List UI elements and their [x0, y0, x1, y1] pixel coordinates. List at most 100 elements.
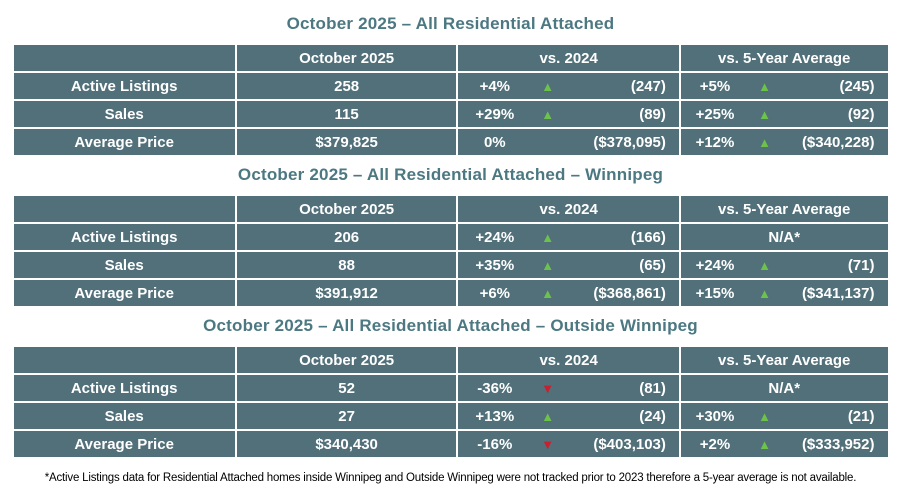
- reference-value: (24): [639, 407, 666, 425]
- stats-table-winnipeg: October 2025 vs. 2024 vs. 5-Year Average…: [12, 194, 890, 308]
- trend-arrow-icon: ▲: [541, 257, 555, 273]
- table-row-sales: Sales 88 +35% ▲ (65) +24% ▲ (71): [13, 252, 888, 278]
- table-title: October 2025 – All Residential Attached …: [203, 316, 698, 335]
- reference-value: (21): [847, 407, 875, 425]
- row-label: Sales: [13, 252, 235, 278]
- pct-change: +4%: [479, 77, 511, 95]
- stats-table-outside-winnipeg: October 2025 vs. 2024 vs. 5-Year Average…: [12, 345, 890, 459]
- vs-2024-cell: -36% ▼ (81): [458, 375, 679, 401]
- row-label: Sales: [13, 403, 235, 429]
- row-label: Sales: [13, 101, 235, 127]
- trend-arrow-icon: ▲: [758, 106, 771, 122]
- pct-change: +30%: [695, 407, 735, 425]
- table-row-active-listings: Active Listings 52 -36% ▼ (81) N/A*: [13, 375, 888, 401]
- reference-value: ($341,137): [801, 284, 875, 302]
- pct-change: 0%: [483, 133, 506, 151]
- current-value: 258: [236, 73, 457, 99]
- vs-5yr-cell: +30% ▲ (21): [680, 403, 888, 429]
- reference-value: (89): [639, 105, 666, 123]
- vs-5yr-cell: +15% ▲ ($341,137): [680, 280, 888, 306]
- row-label: Active Listings: [13, 224, 235, 250]
- current-value: 27: [236, 403, 457, 429]
- pct-change: -16%: [477, 435, 513, 453]
- current-value: $379,825: [236, 129, 457, 155]
- trend-arrow-icon: ▲: [541, 106, 555, 122]
- pct-change: +2%: [699, 435, 731, 453]
- current-value: 206: [236, 224, 457, 250]
- trend-arrow-icon: ▲: [541, 285, 555, 301]
- pct-change: +15%: [695, 284, 735, 302]
- trend-arrow-icon: ▲: [758, 408, 771, 424]
- trend-arrow-icon: ▲: [758, 78, 771, 94]
- vs-5yr-cell: +2% ▲ ($333,952): [680, 431, 888, 457]
- row-label: Active Listings: [13, 375, 235, 401]
- current-value: 52: [236, 375, 457, 401]
- header-october-2025: October 2025: [236, 45, 457, 71]
- table-row-average-price: Average Price $379,825 0% ($378,095) +12…: [13, 129, 888, 155]
- table-title: October 2025 – All Residential Attached …: [237, 165, 664, 184]
- header-vs-2024: vs. 2024: [458, 347, 679, 373]
- reference-value: (65): [639, 256, 666, 274]
- reference-value: (245): [839, 77, 875, 95]
- pct-change: +25%: [695, 105, 735, 123]
- trend-arrow-icon: ▲: [541, 78, 555, 94]
- header-vs-2024: vs. 2024: [458, 45, 679, 71]
- vs-2024-cell: +29% ▲ (89): [458, 101, 679, 127]
- table-row-sales: Sales 115 +29% ▲ (89) +25% ▲ (92): [13, 101, 888, 127]
- reference-value: (71): [847, 256, 875, 274]
- header-row: October 2025 vs. 2024 vs. 5-Year Average: [13, 45, 888, 71]
- trend-arrow-icon: ▼: [541, 436, 555, 452]
- row-label: Average Price: [13, 280, 235, 306]
- row-label: Average Price: [13, 129, 235, 155]
- stats-table-all: October 2025 vs. 2024 vs. 5-Year Average…: [12, 43, 890, 157]
- trend-arrow-icon: ▲: [541, 229, 555, 245]
- header-october-2025: October 2025: [236, 347, 457, 373]
- header-row: October 2025 vs. 2024 vs. 5-Year Average: [13, 347, 888, 373]
- table-row-sales: Sales 27 +13% ▲ (24) +30% ▲ (21): [13, 403, 888, 429]
- pct-change: +12%: [695, 133, 735, 151]
- header-vs-5-year-average: vs. 5-Year Average: [680, 347, 888, 373]
- market-report-page: October 2025 – All Residential Attached …: [0, 14, 901, 484]
- section-winnipeg: October 2025 – All Residential Attached …: [0, 165, 901, 308]
- vs-5yr-na-cell: N/A*: [680, 224, 888, 250]
- header-blank: [13, 347, 235, 373]
- reference-value: ($378,095): [593, 133, 666, 151]
- section-all-residential-attached: October 2025 – All Residential Attached …: [0, 14, 901, 157]
- header-vs-2024: vs. 2024: [458, 196, 679, 222]
- pct-change: +29%: [475, 105, 515, 123]
- reference-value: (81): [639, 379, 666, 397]
- trend-arrow-icon: ▲: [758, 285, 771, 301]
- reference-value: ($340,228): [801, 133, 875, 151]
- vs-5yr-cell: +25% ▲ (92): [680, 101, 888, 127]
- pct-change: +24%: [695, 256, 735, 274]
- header-blank: [13, 196, 235, 222]
- current-value: 115: [236, 101, 457, 127]
- row-label: Average Price: [13, 431, 235, 457]
- reference-value: (247): [630, 77, 666, 95]
- pct-change: +35%: [475, 256, 515, 274]
- vs-2024-cell: +6% ▲ ($368,861): [458, 280, 679, 306]
- header-vs-5-year-average: vs. 5-Year Average: [680, 45, 888, 71]
- reference-value: ($368,861): [593, 284, 666, 302]
- vs-5yr-cell: +5% ▲ (245): [680, 73, 888, 99]
- vs-2024-cell: +24% ▲ (166): [458, 224, 679, 250]
- row-label: Active Listings: [13, 73, 235, 99]
- trend-arrow-icon: ▲: [541, 408, 555, 424]
- table-row-active-listings: Active Listings 206 +24% ▲ (166) N/A*: [13, 224, 888, 250]
- trend-arrow-icon: ▲: [758, 436, 771, 452]
- vs-5yr-cell: +12% ▲ ($340,228): [680, 129, 888, 155]
- pct-change: +24%: [475, 228, 515, 246]
- pct-change: +6%: [479, 284, 511, 302]
- reference-value: (166): [630, 228, 666, 246]
- current-value: $340,430: [236, 431, 457, 457]
- vs-2024-cell: -16% ▼ ($403,103): [458, 431, 679, 457]
- trend-arrow-icon: ▲: [758, 257, 771, 273]
- reference-value: ($403,103): [593, 435, 666, 453]
- reference-value: ($333,952): [801, 435, 875, 453]
- table-row-active-listings: Active Listings 258 +4% ▲ (247) +5% ▲ (2…: [13, 73, 888, 99]
- table-title: October 2025 – All Residential Attached: [286, 14, 615, 33]
- table-row-average-price: Average Price $391,912 +6% ▲ ($368,861) …: [13, 280, 888, 306]
- footnote-text: *Active Listings data for Residential At…: [44, 472, 857, 484]
- header-october-2025: October 2025: [236, 196, 457, 222]
- section-outside-winnipeg: October 2025 – All Residential Attached …: [0, 316, 901, 459]
